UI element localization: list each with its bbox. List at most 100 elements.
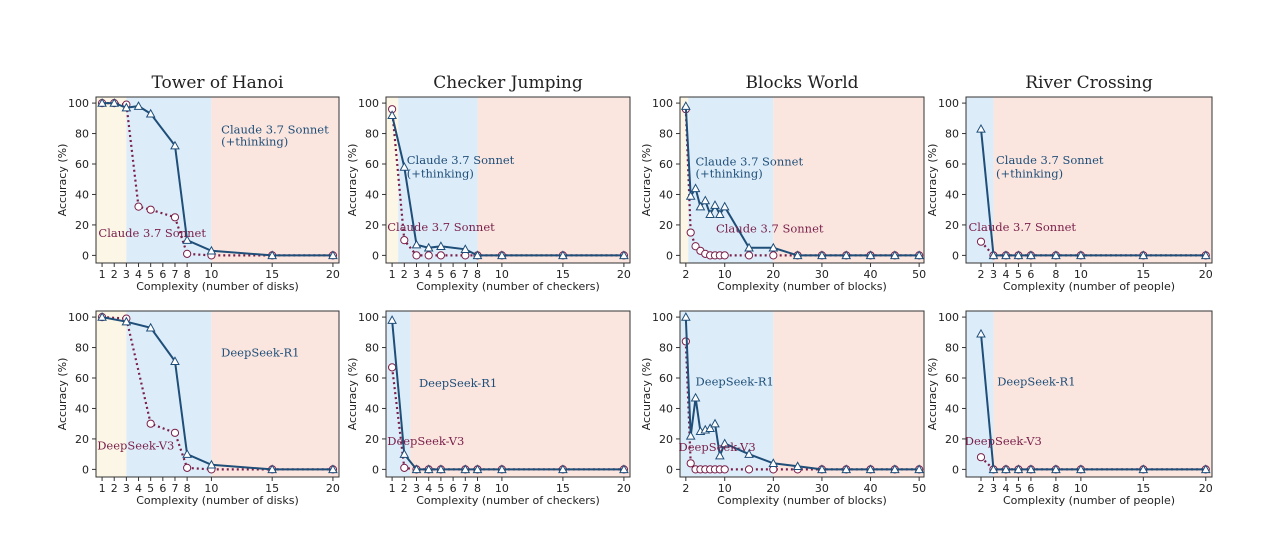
y-tick-label: 0 xyxy=(666,463,673,476)
y-tick-label: 80 xyxy=(365,342,379,355)
data-point-triangle xyxy=(328,250,338,260)
x-tick-label: 4 xyxy=(135,268,142,281)
data-point-triangle xyxy=(1200,464,1211,474)
y-axis-label: Accuracy (%) xyxy=(926,144,939,217)
data-point-triangle xyxy=(690,392,701,402)
series-thinking xyxy=(97,98,338,260)
y-tick-label: 0 xyxy=(82,249,89,262)
x-tick-label: 20 xyxy=(617,482,631,495)
data-point-circle xyxy=(720,251,729,260)
series-annotation: Claude 3.7 Sonnet xyxy=(996,153,1104,167)
y-tick-label: 80 xyxy=(75,128,89,141)
series-annotation: DeepSeek-V3 xyxy=(679,440,756,454)
x-axis-label: Complexity (number of checkers) xyxy=(416,280,600,293)
x-tick-label: 20 xyxy=(1199,482,1213,495)
y-tick-label: 100 xyxy=(68,311,89,324)
data-point-triangle xyxy=(133,101,144,110)
data-point-triangle xyxy=(423,464,434,474)
regime-band xyxy=(966,97,994,263)
data-point-triangle xyxy=(680,312,691,321)
x-tick-label: 50 xyxy=(912,268,926,281)
y-tick-label: 40 xyxy=(75,402,89,415)
data-point-circle xyxy=(170,428,180,437)
panel-title: Blocks World xyxy=(745,73,858,93)
x-tick-label: 2 xyxy=(401,482,408,495)
y-tick-label: 100 xyxy=(358,311,379,324)
y-tick-label: 40 xyxy=(365,402,379,415)
data-point-circle xyxy=(146,419,155,428)
data-point-triangle xyxy=(1076,464,1086,474)
data-point-triangle xyxy=(170,356,180,365)
data-point-circle xyxy=(769,251,778,260)
x-tick-label: 1 xyxy=(99,268,106,281)
x-tick-label: 15 xyxy=(265,268,279,281)
y-tick-label: 40 xyxy=(365,188,379,201)
y-axis-label: Accuracy (%) xyxy=(56,144,69,217)
x-tick-label: 5 xyxy=(1015,268,1022,281)
data-point-triangle xyxy=(715,450,725,460)
x-tick-label: 5 xyxy=(1015,482,1022,495)
data-point-circle xyxy=(134,202,143,211)
data-point-triangle xyxy=(1051,464,1061,474)
y-axis-label: Accuracy (%) xyxy=(56,358,69,431)
x-tick-label: 6 xyxy=(1027,482,1034,495)
data-point-triangle xyxy=(399,162,410,171)
x-tick-label: 10 xyxy=(718,268,732,281)
data-point-triangle xyxy=(387,110,397,119)
plot-frame xyxy=(679,310,925,478)
x-tick-label: 3 xyxy=(990,482,997,495)
x-tick-label: 20 xyxy=(1199,268,1213,281)
series-annotation: DeepSeek-R1 xyxy=(221,346,299,360)
data-point-triangle xyxy=(715,209,725,218)
series-thinking xyxy=(976,328,1211,474)
y-tick-label: 20 xyxy=(365,219,379,232)
x-tick-label: 3 xyxy=(990,268,997,281)
y-tick-label: 60 xyxy=(365,158,379,171)
data-point-triangle xyxy=(182,449,192,458)
y-tick-label: 20 xyxy=(75,219,89,232)
x-tick-label: 6 xyxy=(159,268,166,281)
x-tick-label: 5 xyxy=(147,268,154,281)
panel-8: 0 20 40 60 80 100 2 3 4 5 6 8 10 15 20 Complexity (numb… xyxy=(926,310,1213,507)
data-point-triangle xyxy=(700,195,711,205)
x-tick-label: 7 xyxy=(171,268,178,281)
data-point-triangle xyxy=(719,438,730,448)
x-tick-label: 5 xyxy=(147,482,154,495)
data-point-triangle xyxy=(497,464,507,474)
data-point-circle xyxy=(686,459,695,468)
data-point-triangle xyxy=(889,250,900,260)
data-point-triangle xyxy=(1051,250,1061,260)
x-tick-label: 6 xyxy=(159,482,166,495)
series-line xyxy=(102,102,333,257)
data-point-triangle xyxy=(1138,250,1149,260)
y-tick-label: 20 xyxy=(75,433,89,446)
x-tick-label: 40 xyxy=(864,268,878,281)
data-point-triangle xyxy=(145,322,156,332)
y-tick-label: 80 xyxy=(75,342,89,355)
series-annotation: (+thinking) xyxy=(221,135,288,149)
regime-band xyxy=(688,97,774,263)
data-point-triangle xyxy=(121,316,132,326)
x-tick-label: 8 xyxy=(184,482,191,495)
data-point-triangle xyxy=(558,464,568,474)
y-tick-label: 60 xyxy=(365,372,379,385)
data-point-triangle xyxy=(472,464,483,474)
data-point-circle xyxy=(183,249,192,258)
regime-band xyxy=(398,97,478,263)
x-tick-label: 10 xyxy=(204,268,218,281)
data-point-circle xyxy=(170,213,180,222)
regime-band xyxy=(773,97,924,263)
x-tick-label: 8 xyxy=(474,268,481,281)
data-point-triangle xyxy=(411,464,422,474)
x-tick-label: 2 xyxy=(682,268,689,281)
x-tick-label: 1 xyxy=(99,482,106,495)
series-thinking xyxy=(976,123,1211,260)
x-tick-label: 2 xyxy=(682,482,689,495)
series-annotation: Claude 3.7 Sonnet xyxy=(387,220,495,234)
plot-frame xyxy=(95,310,340,478)
data-point-triangle xyxy=(705,423,715,432)
data-point-triangle xyxy=(170,140,180,150)
data-point-triangle xyxy=(387,315,397,324)
data-point-triangle xyxy=(109,98,120,107)
x-tick-label: 2 xyxy=(111,482,118,495)
